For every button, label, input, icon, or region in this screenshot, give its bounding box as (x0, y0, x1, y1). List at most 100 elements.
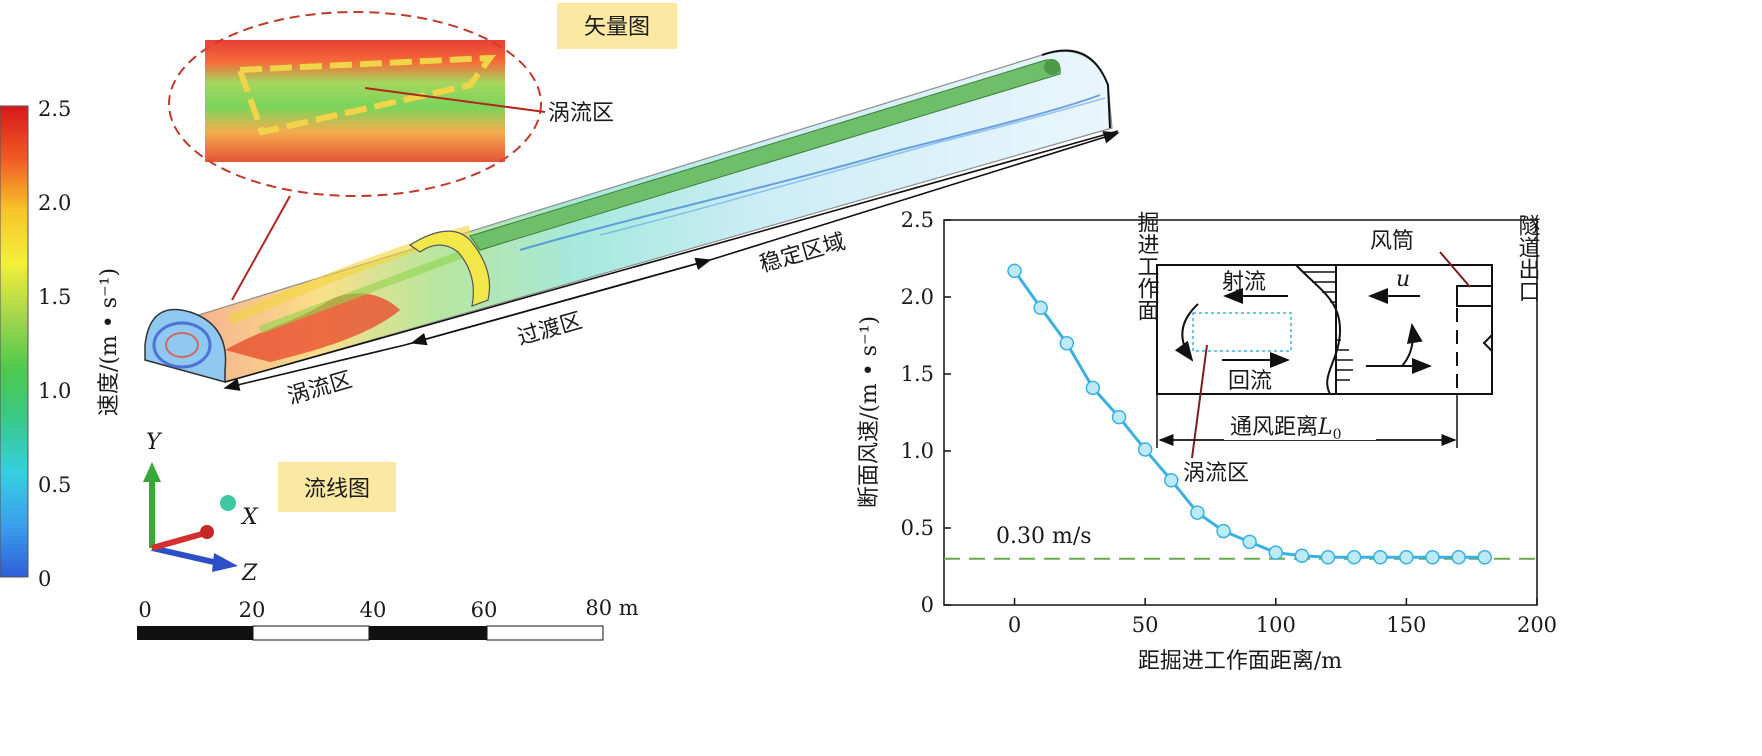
inset-connector (231, 195, 291, 301)
velocity-profile (1295, 264, 1342, 395)
duct-label: 风筒 (1370, 229, 1414, 254)
zone-label-vortex: 涡流区 (285, 368, 355, 410)
profile-hatching (1302, 271, 1353, 381)
vortex-leader (1191, 344, 1208, 459)
distance-subscript: 0 (1333, 427, 1342, 443)
colorbar-tick: 1.0 (38, 379, 71, 403)
scale-segment (252, 625, 370, 641)
colorbar-tick: 2.5 (38, 97, 71, 121)
scale-tick: 60 (471, 598, 498, 622)
plot-frame (943, 219, 1538, 606)
data-point (1164, 473, 1179, 488)
zone-arrow (223, 344, 406, 391)
scale-tick: 0 (138, 598, 151, 622)
scale-bar: 0 20 40 60 80 m (137, 596, 639, 641)
exit-label: 隧道出口 (1515, 214, 1541, 302)
chart-xlabel: 距掘进工作面距离/m (1138, 649, 1342, 674)
scale-segment (137, 626, 253, 640)
data-point (1242, 534, 1257, 550)
data-point (1294, 548, 1310, 563)
triad-x-axis (151, 531, 203, 551)
data-point (1059, 335, 1075, 351)
distance-text: 通风距离 (1230, 415, 1318, 440)
colorbar: 2.5 2.0 1.5 1.0 0.5 0 速度/(m • s⁻¹) (0, 97, 122, 591)
streamline-title: 流线图 (304, 477, 370, 502)
tunnel-exit-break (1482, 334, 1493, 352)
duct-leader (1439, 251, 1471, 288)
triad-origin-marker (220, 495, 236, 511)
velocity-symbol: u (1396, 267, 1410, 292)
y-tick-label: 2.5 (901, 208, 934, 232)
y-tick-label: 0 (921, 593, 934, 617)
recirculation-arrow (1174, 303, 1199, 362)
scale-tick: 40 (360, 598, 387, 622)
colorbar-tick: 0.5 (38, 473, 71, 497)
triad-y-label: Y (146, 430, 163, 455)
tunnel-outline (1156, 264, 1493, 395)
distance-symbol: L (1317, 415, 1333, 440)
triad-z-arrowhead (212, 553, 238, 572)
reference-line-label: 0.30 m/s (996, 524, 1092, 549)
colorbar-bar (0, 105, 29, 578)
figure: 2.5 2.0 1.5 1.0 0.5 0 速度/(m • s⁻¹) (0, 3, 1557, 674)
scale-segment (486, 625, 604, 641)
scale-segment (369, 626, 487, 640)
colorbar-tick: 2.0 (38, 191, 71, 215)
scale-tick: 20 (239, 598, 266, 622)
data-point (1216, 523, 1231, 539)
triad-x-label: X (240, 505, 259, 530)
zone-dimension-line (224, 130, 1119, 383)
callout-line (364, 87, 546, 113)
jet-label: 射流 (1222, 270, 1266, 295)
data-point (1111, 409, 1127, 425)
colorbar-tick: 0 (38, 567, 51, 591)
vortex-zone-outline (235, 54, 497, 136)
inset-dashed-ellipse (168, 11, 542, 197)
data-point (1320, 550, 1336, 565)
vortex-callout-label: 涡流区 (548, 101, 614, 126)
triad-z-label: Z (241, 561, 258, 586)
streamline-title-box (278, 462, 396, 512)
zone-arrow (709, 131, 1120, 261)
streamline-blue (519, 94, 1101, 251)
vector-title-box (557, 3, 677, 49)
data-point (1190, 505, 1205, 520)
scale-tick: 80 m (585, 596, 638, 620)
data-point (1451, 550, 1466, 565)
data-point (1346, 550, 1362, 565)
zone-arrow (410, 259, 711, 346)
data-point (1477, 550, 1493, 565)
y-tick-label: 0.5 (901, 516, 934, 540)
tunnel-back-face (1041, 49, 1111, 129)
triad-z-axis (151, 545, 219, 566)
schematic-inset: 射流 回流 u 风筒 涡流区 掘进工作面 隧道出口 通风距离L0 (1134, 211, 1541, 486)
vector-title: 矢量图 (584, 15, 650, 40)
duct-outline (1456, 285, 1493, 307)
y-tick-label: 1.5 (901, 362, 934, 386)
vortex-region-streamlines (225, 293, 400, 362)
triad-x-tip (200, 525, 214, 539)
zone-label-stable: 稳定区域 (757, 229, 848, 277)
distance-label-bg (1224, 410, 1376, 440)
duct-end (1044, 59, 1060, 75)
vortex-swirl (165, 332, 199, 358)
data-point (1399, 550, 1414, 565)
chart-ylabel: 断面风速/(m • s⁻¹) (857, 316, 882, 508)
data-point (1137, 442, 1153, 457)
vortex-swirl (152, 321, 212, 369)
data-point (1268, 545, 1284, 560)
triad-y-arrowhead (143, 462, 161, 482)
data-point (1085, 380, 1101, 396)
x-tick-label: 0 (1008, 613, 1021, 637)
backflow-label: 回流 (1228, 369, 1272, 394)
colorbar-tick: 1.5 (38, 285, 71, 309)
vortex-label: 涡流区 (1183, 461, 1249, 486)
data-point (1425, 550, 1440, 565)
data-point (1007, 263, 1022, 279)
x-tick-label: 200 (1517, 613, 1557, 637)
streamline-blue (599, 97, 1106, 236)
data-point (1033, 300, 1048, 316)
vector-plot-inset: 涡流区 矢量图 (168, 3, 677, 301)
face-label: 掘进工作面 (1134, 211, 1160, 321)
